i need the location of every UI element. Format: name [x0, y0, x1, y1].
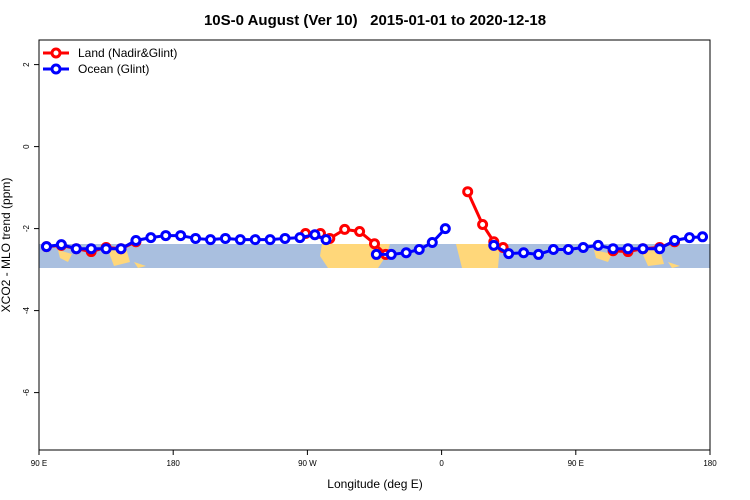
data-point	[654, 243, 666, 255]
data-point	[533, 248, 545, 260]
legend-marker	[50, 63, 62, 75]
data-point	[339, 223, 351, 235]
data-point	[85, 243, 97, 255]
chart-title: 10S-0 August (Ver 10) 2015-01-01 to 2020…	[204, 12, 546, 29]
data-point	[562, 244, 574, 256]
data-point	[518, 247, 530, 259]
data-point	[607, 243, 619, 255]
data-point	[234, 234, 246, 246]
data-point	[385, 248, 397, 260]
data-point	[264, 234, 276, 246]
legend-label: Ocean (Glint)	[78, 62, 149, 76]
y-axis-title: XCO2 - MLO trend (ppm)	[0, 178, 13, 313]
x-tick-label: 90 W	[298, 459, 317, 468]
legend: Land (Nadir&Glint) Ocean (Glint)	[43, 46, 177, 76]
data-point	[219, 232, 231, 244]
y-tick-label: 0	[22, 144, 31, 149]
data-point	[115, 243, 127, 255]
data-point	[462, 186, 474, 198]
y-tick-label: -4	[22, 306, 31, 314]
y-tick-label: 2	[22, 62, 31, 67]
x-axis-title: Longitude (deg E)	[327, 477, 422, 491]
data-point	[622, 243, 634, 255]
data-point	[369, 238, 380, 250]
data-point	[249, 234, 261, 246]
data-point	[100, 243, 112, 255]
x-tick-label: 0	[439, 459, 444, 468]
data-point	[190, 232, 202, 244]
data-point	[503, 248, 515, 260]
data-point	[130, 234, 142, 246]
data-point	[354, 225, 366, 237]
data-point	[320, 234, 332, 246]
data-point	[669, 234, 681, 246]
data-point	[488, 239, 500, 251]
data-point	[592, 239, 604, 251]
data-point	[55, 239, 67, 251]
data-point	[637, 243, 649, 255]
data-point	[160, 230, 172, 242]
data-point	[426, 237, 438, 249]
data-point	[175, 230, 187, 242]
legend-label: Land (Nadir&Glint)	[78, 46, 177, 60]
data-point	[294, 232, 306, 244]
plot-frame	[38, 39, 711, 451]
data-point	[439, 223, 451, 235]
x-tick-label: 180	[167, 459, 181, 468]
x-tick-label: 90 E	[568, 459, 584, 468]
land-patch	[456, 244, 500, 268]
data-point	[70, 243, 82, 255]
data-point	[279, 232, 291, 244]
y-tick-label: -6	[22, 388, 31, 396]
legend-marker	[50, 47, 62, 59]
data-point	[309, 229, 321, 241]
data-point	[413, 244, 425, 256]
data-point	[204, 234, 216, 246]
data-point	[683, 232, 695, 244]
x-tick-label: 180	[703, 459, 717, 468]
data-point	[370, 248, 382, 260]
y-tick-label: -2	[22, 224, 31, 232]
data-point	[400, 247, 412, 259]
data-point	[577, 241, 589, 253]
data-point	[477, 219, 489, 230]
data-point	[145, 232, 157, 244]
data-point	[547, 244, 559, 256]
land-patch	[320, 244, 390, 268]
data-point	[697, 231, 709, 243]
x-tick-label: 90 E	[31, 459, 47, 468]
data-point	[40, 241, 52, 253]
